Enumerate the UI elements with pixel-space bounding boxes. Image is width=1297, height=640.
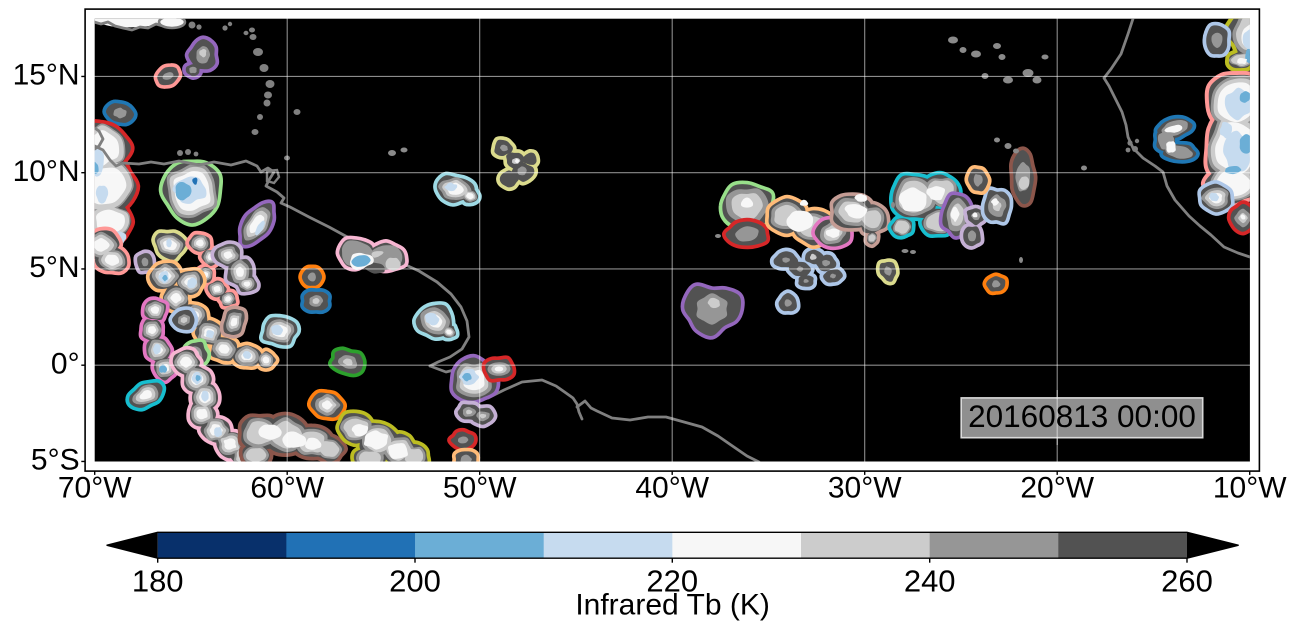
- svg-text:40°W: 40°W: [635, 472, 709, 505]
- svg-text:5°N: 5°N: [29, 251, 79, 284]
- svg-text:0°: 0°: [51, 347, 80, 380]
- svg-text:260: 260: [1161, 564, 1213, 599]
- svg-text:20°W: 20°W: [1020, 472, 1094, 505]
- svg-text:10°N: 10°N: [13, 155, 80, 188]
- svg-text:240: 240: [904, 564, 956, 599]
- svg-text:220: 220: [646, 564, 698, 599]
- svg-text:50°W: 50°W: [443, 472, 517, 505]
- svg-text:20160813 00:00: 20160813 00:00: [968, 398, 1196, 434]
- svg-text:200: 200: [389, 564, 441, 599]
- svg-text:60°W: 60°W: [250, 472, 324, 505]
- svg-text:Infrared Tb (K): Infrared Tb (K): [575, 589, 770, 622]
- svg-text:70°W: 70°W: [58, 472, 132, 505]
- svg-text:30°W: 30°W: [828, 472, 902, 505]
- svg-text:15°N: 15°N: [13, 59, 80, 92]
- svg-text:180: 180: [132, 564, 184, 599]
- svg-text:10°W: 10°W: [1213, 472, 1287, 505]
- svg-text:5°S: 5°S: [31, 444, 80, 477]
